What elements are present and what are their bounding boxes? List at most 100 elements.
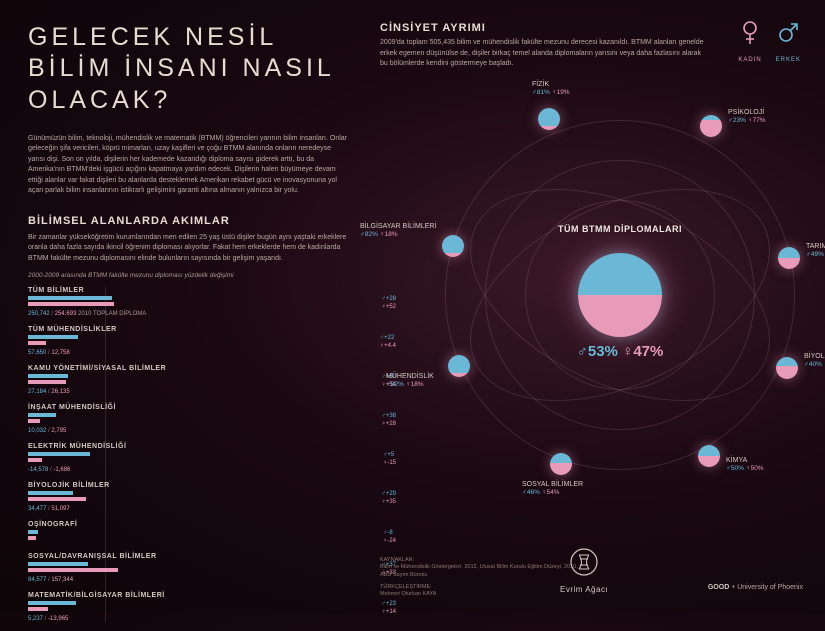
field-name: SOSYAL/DAVRANIŞSAL BİLİMLER: [28, 553, 348, 560]
translation-heading: TÜRKÇELEŞTİRME:: [380, 584, 580, 592]
field-row: ELEKTRİK MÜHENDİSLİĞİ ♂+5♀-15 -14,578 / …: [28, 443, 348, 473]
field-row: İNŞAAT MÜHENDİSLİĞİ ♂+38♀+28 10,032 / 2,…: [28, 404, 348, 434]
node-female: [700, 120, 722, 137]
trends-note: 2000-2009 arasında BTMM fakülte mezunu d…: [28, 272, 348, 279]
field-bars: ♂+29♀+35: [28, 491, 348, 505]
field-name: KAMU YÖNETİMİ/SİYASAL BİLİMLER: [28, 365, 348, 372]
male-bar: [28, 562, 88, 566]
node-label: BİLGİSAYAR BİLİMLERİ♂82% ♀18%: [360, 223, 436, 238]
field-node: [776, 357, 798, 379]
field-values: 84,577 / 157,344: [28, 577, 348, 583]
node-female: [550, 463, 572, 475]
translation-text: Mehmet Oturkan KAYA: [380, 591, 580, 599]
node-female: [776, 366, 798, 379]
male-bar: [28, 374, 68, 378]
field-pct: ♂+28♀+52: [381, 296, 396, 312]
female-bar: [28, 607, 48, 611]
center-female-half: [578, 295, 662, 337]
field-values: 34,477 / 51,097: [28, 506, 348, 512]
field-values: 27,184 / 26,135: [28, 389, 348, 395]
node-male: [448, 355, 470, 373]
field-values: 5,237 / -13,965: [28, 616, 348, 622]
field-values: 57,650 / 12,758: [28, 350, 348, 356]
male-bar: [28, 296, 112, 300]
intro-text: Günümüzün bilim, teknoloji, mühendislik …: [28, 134, 348, 197]
logo: Evrim Ağacı: [560, 548, 608, 597]
field-node: [550, 453, 572, 475]
field-node: [538, 108, 560, 130]
fields-list: TÜM BİLİMLER ♂+28♀+52 250,742 / 254,693 …: [28, 287, 348, 622]
center-male-half: [578, 253, 662, 295]
field-name: TÜM BİLİMLER: [28, 287, 348, 294]
node-male: [776, 357, 798, 366]
center-circle: [578, 253, 662, 337]
field-name: ELEKTRİK MÜHENDİSLİĞİ: [28, 443, 348, 450]
female-bar: [28, 419, 40, 423]
field-pct: ♂+38♀+28: [381, 413, 396, 429]
node-male: [538, 108, 560, 126]
field-node: [778, 247, 800, 269]
field-node: [698, 445, 720, 467]
node-label: PSİKOLOJİ♂23% ♀77%: [728, 109, 766, 124]
field-node: [448, 355, 470, 377]
male-bar: [28, 452, 90, 456]
sources-heading: KAYNAKLAR:: [380, 557, 580, 565]
male-icon: [777, 20, 799, 46]
field-node: [442, 235, 464, 257]
node-label: TARIMSAL BİLİMLER♂49% ♀51%: [806, 243, 825, 258]
field-row: OŞİNOGRAFİ ♂-8♀-24: [28, 521, 348, 544]
field-row: TÜM BİLİMLER ♂+28♀+52 250,742 / 254,693 …: [28, 287, 348, 317]
field-bars: ♂+28♀+52: [28, 296, 348, 310]
center-label: TÜM BTMM DİPLOMALARI: [540, 224, 700, 234]
field-row: BİYOLOJİK BİLİMLER ♂+29♀+35 34,477 / 51,…: [28, 482, 348, 512]
field-node: [700, 115, 722, 137]
right-column: CİNSİYET AYRIMI 2009'da toplam 505,435 b…: [380, 22, 800, 70]
trends-text: Bir zamanlar yükseköğretim kurumlarından…: [28, 233, 348, 265]
field-row: KAMU YÖNETİMİ/SİYASAL BİLİMLER ♂+50♀+54 …: [28, 365, 348, 395]
female-bar: [28, 380, 66, 384]
field-name: BİYOLOJİK BİLİMLER: [28, 482, 348, 489]
field-pct: ♂+29♀+35: [381, 491, 396, 507]
field-bars: ♂+5♀-15: [28, 452, 348, 466]
node-female: [778, 258, 800, 269]
field-name: TÜM MÜHENDİSLİKLER: [28, 326, 348, 333]
node-female: [538, 126, 560, 130]
male-bar: [28, 413, 56, 417]
node-female: [448, 373, 470, 377]
field-name: İNŞAAT MÜHENDİSLİĞİ: [28, 404, 348, 411]
female-bar: [28, 341, 46, 345]
gender-title: CİNSİYET AYRIMI: [380, 22, 800, 34]
field-pct: ♂+22♀+4.4: [380, 335, 396, 351]
node-label: SOSYAL BİLİMLER♂46% ♀54%: [522, 481, 583, 496]
male-bar: [28, 335, 78, 339]
node-label: BİYOLOJİK BİLİMLER♂40% ♀60%: [804, 353, 825, 368]
field-pct: ♂-8♀-24: [383, 530, 396, 546]
brand-credits: GOOD + University of Phoenix: [708, 584, 803, 591]
male-bar: [28, 530, 38, 534]
field-pct: ♂+23♀+14: [381, 601, 396, 617]
female-bar: [28, 568, 118, 572]
female-bar: [28, 302, 114, 306]
node-label: KİMYA♂50% ♀50%: [726, 457, 764, 472]
left-column: GELECEK NESİL BİLİM İNSANI NASIL OLACAK?…: [28, 22, 348, 631]
atom-diagram: TÜM BTMM DİPLOMALARI ♂53% ♀47% FİZİK♂81%…: [430, 105, 810, 485]
node-male: [698, 445, 720, 456]
node-label: FİZİK♂81% ♀19%: [532, 81, 570, 96]
field-row: SOSYAL/DAVRANIŞSAL BİLİMLER ♂+37♀+33 84,…: [28, 553, 348, 583]
trends-title: BİLİMSEL ALANLARDA AKIMLAR: [28, 215, 348, 227]
field-values: -14,578 / -1,686: [28, 467, 348, 473]
female-bar: [28, 536, 36, 540]
node-male: [778, 247, 800, 258]
node-female: [698, 456, 720, 467]
female-icon: [740, 20, 760, 46]
female-bar: [28, 458, 42, 462]
field-pct: ♂+5♀-15: [383, 452, 396, 468]
center-stats: ♂53% ♀47%: [540, 343, 700, 360]
node-male: [442, 235, 464, 253]
field-name: OŞİNOGRAFİ: [28, 521, 348, 528]
node-female: [442, 253, 464, 257]
female-bar: [28, 497, 86, 501]
field-bars: ♂+50♀+54: [28, 374, 348, 388]
field-row: TÜM MÜHENDİSLİKLER ♂+22♀+4.4 57,650 / 12…: [28, 326, 348, 356]
logo-icon: [570, 548, 598, 576]
